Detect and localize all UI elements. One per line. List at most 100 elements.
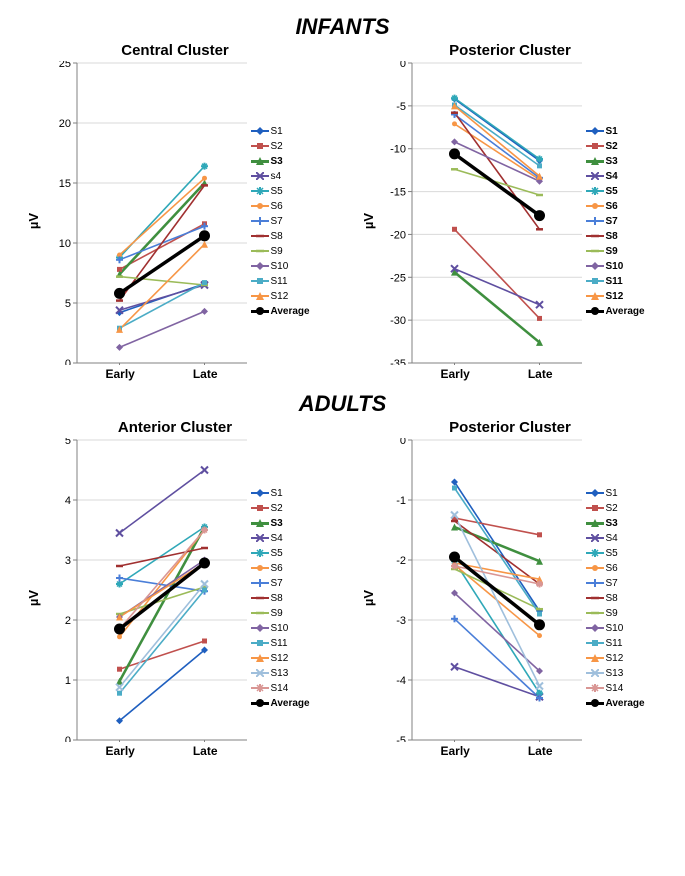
- svg-text:-15: -15: [390, 187, 406, 199]
- legend-item: S7: [251, 214, 325, 228]
- chart-svg: 0510152025: [43, 61, 247, 365]
- svg-text:-2: -2: [396, 555, 406, 567]
- legend-item: S5: [586, 546, 660, 560]
- svg-text:-4: -4: [396, 675, 406, 687]
- svg-text:15: 15: [58, 178, 70, 190]
- legend-item: S3: [251, 154, 325, 168]
- svg-text:0: 0: [64, 358, 70, 365]
- chart-svg: 0 1 2 3 4 5: [43, 438, 247, 742]
- panel-title: Posterior Cluster: [449, 42, 571, 59]
- svg-text:3: 3: [64, 555, 70, 567]
- panel-adults_posterior: Posterior Cluster µV -5 -4 -3 -2 -1 0 EarlyLa…: [345, 419, 675, 758]
- panel-infants_central: Central Cluster µV 0510152025 EarlyLate …: [10, 42, 340, 381]
- panel-title: Posterior Cluster: [449, 419, 571, 436]
- legend-item: S6: [586, 199, 660, 213]
- legend-item: S6: [251, 561, 325, 575]
- legend-item: S3: [586, 516, 660, 530]
- svg-text:-5: -5: [396, 735, 406, 742]
- svg-text:-30: -30: [390, 315, 406, 327]
- legend-item-average: Average: [251, 304, 325, 318]
- legend-item: S14: [251, 681, 325, 695]
- svg-text:-10: -10: [390, 144, 406, 156]
- legend: S1 S2 S3 S4 S5: [586, 124, 660, 318]
- legend-item: S12: [251, 651, 325, 665]
- svg-text:0: 0: [64, 735, 70, 742]
- legend-item: S8: [586, 591, 660, 605]
- legend-item: s4: [251, 169, 325, 183]
- legend-item: S6: [586, 561, 660, 575]
- chart-svg: -5 -4 -3 -2 -1 0: [378, 438, 582, 742]
- legend-item: S11: [251, 274, 325, 288]
- legend-item: S5: [586, 184, 660, 198]
- svg-text:4: 4: [64, 495, 70, 507]
- legend: S1 S2 S3 s4 S5: [251, 124, 325, 318]
- legend-item: S11: [586, 636, 660, 650]
- svg-text:0: 0: [399, 61, 405, 70]
- x-axis-labels: EarlyLate: [77, 367, 247, 381]
- legend-item: S9: [586, 244, 660, 258]
- svg-text:1: 1: [64, 675, 70, 687]
- legend-item: S13: [586, 666, 660, 680]
- x-axis-labels: EarlyLate: [77, 744, 247, 758]
- panel-row: Anterior Cluster µV 0 1 2 3 4 5 EarlyLate S1: [10, 419, 675, 758]
- section-title: ADULTS: [10, 391, 675, 417]
- legend-item: S3: [586, 154, 660, 168]
- panel-row: Central Cluster µV 0510152025 EarlyLate …: [10, 42, 675, 381]
- legend-item: S11: [251, 636, 325, 650]
- svg-text:25: 25: [58, 61, 70, 70]
- svg-text:-25: -25: [390, 272, 406, 284]
- legend-item: S1: [251, 124, 325, 138]
- x-axis-labels: EarlyLate: [412, 367, 582, 381]
- legend-item: S8: [586, 229, 660, 243]
- y-axis-label: µV: [361, 213, 376, 229]
- x-axis-labels: EarlyLate: [412, 744, 582, 758]
- panel-title: Central Cluster: [121, 42, 229, 59]
- legend-item-average: Average: [251, 696, 325, 710]
- legend-item: S14: [586, 681, 660, 695]
- legend-item: S2: [251, 501, 325, 515]
- svg-text:10: 10: [58, 238, 70, 250]
- legend-item: S10: [251, 621, 325, 635]
- legend-item-average: Average: [586, 304, 660, 318]
- legend-item: S9: [251, 244, 325, 258]
- legend: S1 S2 S3 S4 S5: [586, 486, 660, 710]
- legend-item: S9: [251, 606, 325, 620]
- y-axis-label: µV: [26, 213, 41, 229]
- legend-item: S7: [251, 576, 325, 590]
- legend-item: S12: [586, 289, 660, 303]
- legend-item: S12: [251, 289, 325, 303]
- svg-text:-1: -1: [396, 495, 406, 507]
- legend-item: S11: [586, 274, 660, 288]
- svg-text:-3: -3: [396, 615, 406, 627]
- legend-item: S1: [251, 486, 325, 500]
- legend-item: S6: [251, 199, 325, 213]
- panel-infants_posterior: Posterior Cluster µV -35-30-25-20-15-10-…: [345, 42, 675, 381]
- legend-item: S4: [586, 169, 660, 183]
- y-axis-label: µV: [26, 590, 41, 606]
- legend-item-average: Average: [586, 696, 660, 710]
- legend-item: S7: [586, 214, 660, 228]
- legend-item: S2: [586, 501, 660, 515]
- legend-item: S2: [586, 139, 660, 153]
- legend-item: S8: [251, 229, 325, 243]
- svg-text:5: 5: [64, 438, 70, 447]
- legend: S1 S2 S3 S4 S5: [251, 486, 325, 710]
- y-axis-label: µV: [361, 590, 376, 606]
- svg-text:2: 2: [64, 615, 70, 627]
- legend-item: S10: [586, 621, 660, 635]
- panel-title: Anterior Cluster: [118, 419, 232, 436]
- legend-item: S3: [251, 516, 325, 530]
- svg-text:-20: -20: [390, 229, 406, 241]
- legend-item: S10: [251, 259, 325, 273]
- legend-item: S4: [586, 531, 660, 545]
- legend-item: S1: [586, 486, 660, 500]
- legend-item: S10: [586, 259, 660, 273]
- svg-text:0: 0: [399, 438, 405, 447]
- svg-text:-5: -5: [396, 101, 406, 113]
- legend-item: S9: [586, 606, 660, 620]
- chart-svg: -35 -30 -25 -20 -15 -10 -5 0: [378, 61, 582, 365]
- legend-item: S12: [586, 651, 660, 665]
- svg-text:-35: -35: [390, 358, 406, 365]
- legend-item: S4: [251, 531, 325, 545]
- section-title: INFANTS: [10, 14, 675, 40]
